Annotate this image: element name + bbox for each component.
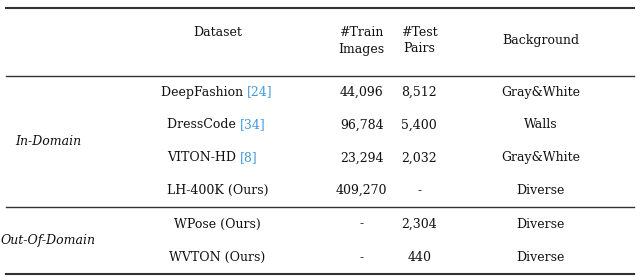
Text: [34]: [34] bbox=[240, 118, 266, 131]
Text: Diverse: Diverse bbox=[516, 218, 565, 230]
Text: -: - bbox=[360, 251, 364, 264]
Text: DeepFashion [24]: DeepFashion [24] bbox=[162, 86, 273, 99]
Text: DeepFashion [24]: DeepFashion [24] bbox=[162, 86, 273, 99]
Text: -: - bbox=[417, 184, 421, 197]
Text: 96,784: 96,784 bbox=[340, 118, 383, 131]
Text: WVTON (Ours): WVTON (Ours) bbox=[170, 251, 266, 264]
Text: #Test: #Test bbox=[401, 26, 438, 39]
Text: LH-400K (Ours): LH-400K (Ours) bbox=[167, 184, 268, 197]
Text: #Train: #Train bbox=[339, 26, 384, 39]
Text: [8]: [8] bbox=[240, 151, 257, 164]
Text: Gray&White: Gray&White bbox=[501, 86, 580, 99]
Text: VITON-HD [8]: VITON-HD [8] bbox=[172, 151, 263, 164]
Text: 2,304: 2,304 bbox=[401, 218, 437, 230]
Text: Background: Background bbox=[502, 34, 579, 47]
Text: VITON-HD [8]: VITON-HD [8] bbox=[172, 151, 263, 164]
Text: DeepFashion: DeepFashion bbox=[161, 86, 247, 99]
Text: In-Domain: In-Domain bbox=[15, 135, 81, 148]
Text: 8,512: 8,512 bbox=[401, 86, 437, 99]
Text: -: - bbox=[360, 218, 364, 230]
Text: DressCode [34]: DressCode [34] bbox=[168, 118, 267, 131]
Text: WPose (Ours): WPose (Ours) bbox=[174, 218, 261, 230]
Text: 440: 440 bbox=[407, 251, 431, 264]
Text: Images: Images bbox=[339, 43, 385, 55]
Text: Gray&White: Gray&White bbox=[501, 151, 580, 164]
Text: Pairs: Pairs bbox=[403, 43, 435, 55]
Text: Diverse: Diverse bbox=[516, 251, 565, 264]
Text: 409,270: 409,270 bbox=[336, 184, 387, 197]
Text: Dataset: Dataset bbox=[193, 26, 242, 39]
Text: 2,032: 2,032 bbox=[401, 151, 437, 164]
Text: 23,294: 23,294 bbox=[340, 151, 383, 164]
Text: [24]: [24] bbox=[247, 86, 273, 99]
Text: DressCode: DressCode bbox=[167, 118, 240, 131]
Text: Walls: Walls bbox=[524, 118, 557, 131]
Text: 5,400: 5,400 bbox=[401, 118, 437, 131]
Text: DressCode [34]: DressCode [34] bbox=[168, 118, 267, 131]
Text: Out-Of-Domain: Out-Of-Domain bbox=[1, 234, 95, 247]
Text: 44,096: 44,096 bbox=[340, 86, 383, 99]
Text: Diverse: Diverse bbox=[516, 184, 565, 197]
Text: VITON-HD: VITON-HD bbox=[166, 151, 240, 164]
